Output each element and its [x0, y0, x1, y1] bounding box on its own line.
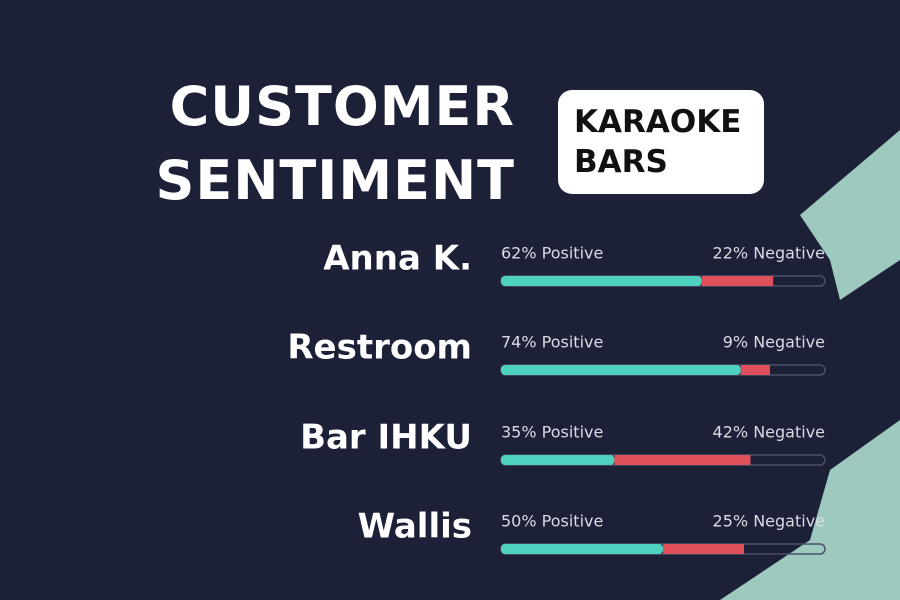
- bar-segment: [501, 365, 741, 375]
- bar-segment: [614, 455, 751, 465]
- badge: KARAOKE BARS: [558, 90, 764, 194]
- value-label: 42% Negative: [713, 423, 825, 442]
- bar-segment: [663, 544, 744, 554]
- value-label: 25% Negative: [713, 512, 825, 531]
- bar-segment: [740, 365, 770, 375]
- bar-segment: [501, 455, 615, 465]
- bar-segment: [501, 276, 702, 286]
- value-label: 74% Positive: [501, 333, 603, 352]
- category-label: Restroom: [287, 328, 472, 368]
- title: CUSTOMER SENTIMENT: [155, 75, 515, 212]
- category-label: Wallis: [358, 507, 472, 547]
- value-label: 62% Positive: [501, 244, 603, 263]
- value-label: 9% Negative: [723, 333, 825, 352]
- value-label: 35% Positive: [501, 423, 603, 442]
- decoration: [720, 130, 900, 600]
- value-label: 50% Positive: [501, 512, 603, 531]
- brush-stroke: [720, 420, 900, 600]
- category-label: Bar IHKU: [300, 418, 472, 458]
- bar-segment: [701, 276, 774, 286]
- brush-stroke: [800, 130, 900, 300]
- bar-segment: [501, 544, 663, 554]
- category-label: Anna K.: [323, 239, 472, 279]
- value-label: 22% Negative: [713, 244, 825, 263]
